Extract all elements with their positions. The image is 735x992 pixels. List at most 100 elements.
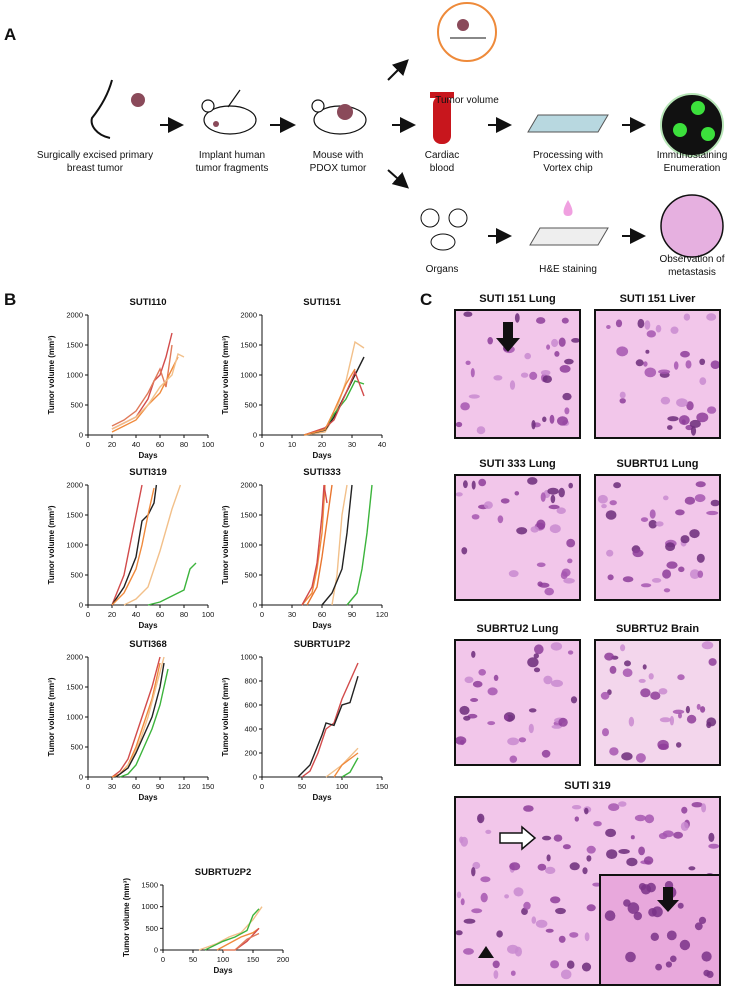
data-line xyxy=(223,932,260,951)
nucleus xyxy=(472,861,481,870)
step-label: Observation of xyxy=(659,254,724,265)
nucleus xyxy=(538,582,550,588)
nucleus xyxy=(601,504,607,509)
step-label: Cardiac xyxy=(425,150,459,161)
nucleus xyxy=(648,519,657,529)
tissue-bg xyxy=(455,640,580,765)
step-label: tumor fragments xyxy=(196,163,269,174)
nucleus xyxy=(567,650,574,655)
arrow xyxy=(387,59,409,81)
nucleus xyxy=(667,425,673,430)
data-line xyxy=(297,675,359,778)
histology-image xyxy=(594,474,721,601)
nucleus xyxy=(680,821,689,832)
nucleus xyxy=(545,928,554,933)
x-tick-label: 100 xyxy=(202,440,215,449)
data-line xyxy=(216,927,260,951)
workflow-icons xyxy=(90,2,724,258)
nucleus xyxy=(605,510,617,520)
nucleus xyxy=(513,887,524,897)
nucleus xyxy=(560,571,568,580)
nucleus xyxy=(569,932,579,938)
nucleus xyxy=(606,549,614,557)
nucleus xyxy=(459,705,470,715)
image-border xyxy=(454,474,581,601)
nucleus xyxy=(669,715,675,726)
nucleus xyxy=(558,935,566,943)
nucleus xyxy=(663,495,669,501)
data-line xyxy=(111,484,158,606)
x-axis-label: Days xyxy=(138,621,158,630)
nucleus xyxy=(536,519,546,530)
y-tick-label: 0 xyxy=(79,601,83,610)
x-tick-label: 100 xyxy=(336,782,349,791)
x-tick-label: 20 xyxy=(318,440,326,449)
nucleus xyxy=(471,867,476,877)
nucleus xyxy=(541,749,551,758)
nucleus xyxy=(619,398,626,404)
nucleus xyxy=(571,805,582,810)
nucleus xyxy=(626,857,638,867)
x-tick-label: 50 xyxy=(298,782,306,791)
step-label: Tumor volume xyxy=(435,95,499,106)
step-label: Vortex chip xyxy=(543,163,593,174)
nucleus xyxy=(635,359,644,367)
nucleus xyxy=(608,803,620,811)
nucleus xyxy=(699,358,706,365)
nucleus xyxy=(655,521,664,527)
data-line xyxy=(147,562,197,606)
nucleus xyxy=(582,867,588,875)
nucleus xyxy=(625,951,636,963)
nucleus xyxy=(537,863,547,871)
y-tick-label: 1000 xyxy=(240,541,257,550)
nucleus xyxy=(463,918,476,924)
nucleus xyxy=(461,547,468,555)
x-axis-label: Days xyxy=(312,793,332,802)
nucleus xyxy=(487,721,496,726)
data-line xyxy=(325,747,359,778)
nucleus xyxy=(507,944,519,954)
image-border xyxy=(454,309,581,439)
y-tick-label: 200 xyxy=(244,749,257,758)
chart-title: SUBRTU1P2 xyxy=(294,639,351,650)
nucleus xyxy=(478,669,487,676)
nucleus xyxy=(640,583,652,588)
nucleus xyxy=(683,313,691,321)
data-line xyxy=(111,352,185,430)
x-tick-label: 50 xyxy=(189,955,197,964)
nucleus xyxy=(471,514,480,520)
nucleus xyxy=(609,747,619,756)
x-tick-label: 80 xyxy=(180,610,188,619)
nucleus xyxy=(703,969,710,977)
nucleus xyxy=(531,420,536,430)
panel-label: C xyxy=(420,290,432,309)
nucleus xyxy=(536,562,546,568)
data-line xyxy=(303,356,365,436)
nucleus xyxy=(493,375,503,381)
nucleus xyxy=(567,558,573,564)
histology-image xyxy=(454,309,581,439)
nucleus xyxy=(542,375,552,383)
nucleus xyxy=(455,736,467,745)
data-line xyxy=(111,487,155,606)
y-tick-label: 1500 xyxy=(66,341,83,350)
step-label: Immunostaining xyxy=(657,150,728,161)
y-tick-label: 0 xyxy=(79,431,83,440)
data-line xyxy=(111,344,173,427)
nucleus xyxy=(551,338,559,348)
nucleus xyxy=(679,939,691,951)
nucleus xyxy=(604,652,614,661)
data-line xyxy=(301,484,326,606)
histology-image xyxy=(454,639,581,766)
y-tick-label: 800 xyxy=(244,677,257,686)
nucleus xyxy=(658,369,671,374)
nucleus xyxy=(463,715,471,721)
nucleus xyxy=(560,969,572,980)
nucleus xyxy=(699,377,707,385)
tumor-icon xyxy=(131,93,145,107)
nucleus xyxy=(508,570,519,578)
volume-icon xyxy=(437,2,497,62)
nucleus xyxy=(487,687,498,696)
arrow-marker xyxy=(657,887,679,912)
nucleus xyxy=(472,680,483,688)
